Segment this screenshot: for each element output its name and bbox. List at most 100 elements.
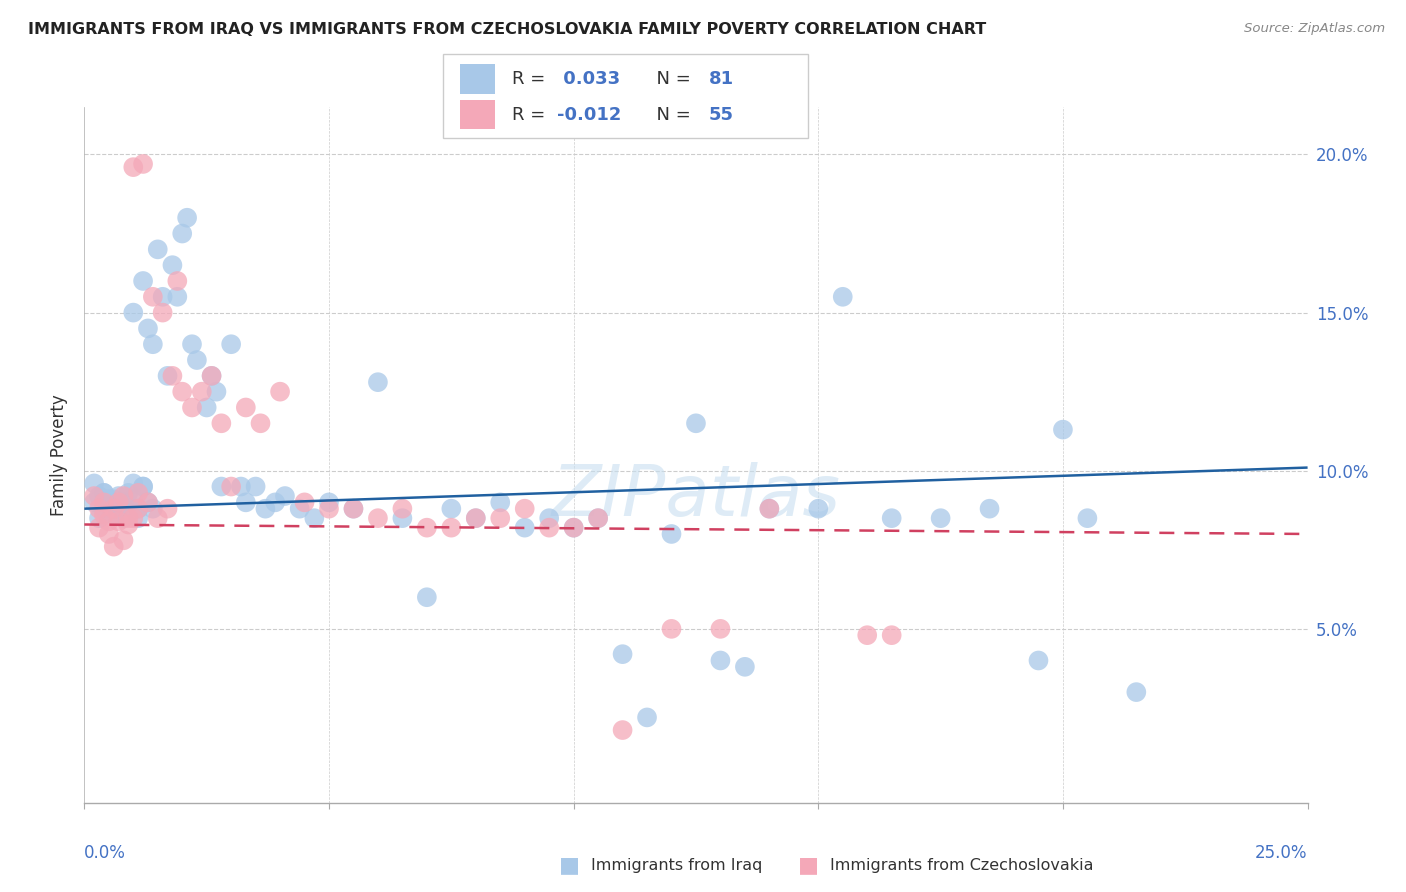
Point [136,495,159,509]
Point [685,417,707,431]
Point [172,227,194,241]
Point [117,505,139,519]
Point [1052,423,1074,437]
Point [661,622,683,636]
Point [367,511,389,525]
Point [136,321,159,335]
Point [103,540,125,554]
Point [97,505,120,519]
Point [132,157,155,171]
Point [93,486,115,500]
Point [636,710,658,724]
Point [758,501,780,516]
Point [979,501,1001,516]
Point [464,511,486,525]
Point [562,521,585,535]
Point [709,653,731,667]
Text: N =: N = [645,105,697,124]
Point [162,258,184,272]
Point [489,495,512,509]
Point [146,243,169,257]
Point [107,514,129,528]
Point [416,591,439,605]
Text: 81: 81 [709,70,734,88]
Point [856,628,879,642]
Point [127,486,149,500]
Point [117,511,139,525]
Point [107,495,129,509]
Point [112,511,135,525]
Point [612,647,634,661]
Point [97,514,120,528]
Point [440,521,463,535]
Point [127,511,149,525]
Point [117,517,139,532]
Point [391,501,413,516]
Text: -0.012: -0.012 [557,105,621,124]
Point [200,368,222,383]
Text: 0.033: 0.033 [557,70,620,88]
Point [209,417,232,431]
Point [209,479,232,493]
Point [172,384,194,399]
Point [205,384,228,399]
Point [166,290,188,304]
Point [122,160,145,174]
Point [274,489,297,503]
Point [186,353,208,368]
Point [117,486,139,500]
Point [97,527,120,541]
Point [1125,685,1147,699]
Point [132,479,155,493]
Point [176,211,198,225]
Point [103,492,125,507]
Point [229,479,252,493]
Point [294,495,316,509]
Point [249,417,271,431]
Point [304,511,326,525]
Point [562,521,585,535]
Point [235,401,257,415]
Point [97,492,120,507]
Point [235,495,257,509]
Point [107,501,129,516]
Point [112,495,135,509]
Y-axis label: Family Poverty: Family Poverty [51,394,69,516]
Point [132,274,155,288]
Point [181,401,204,415]
Point [166,274,188,288]
Point [513,521,536,535]
Point [112,501,135,516]
Text: Immigrants from Czechoslovakia: Immigrants from Czechoslovakia [830,858,1092,872]
Point [107,489,129,503]
Point [416,521,439,535]
Point [152,305,174,319]
Point [191,384,214,399]
Point [103,508,125,522]
Text: 55: 55 [709,105,734,124]
Point [181,337,204,351]
Point [83,476,105,491]
Point [880,511,903,525]
Point [142,337,165,351]
Text: R =: R = [512,70,551,88]
Text: IMMIGRANTS FROM IRAQ VS IMMIGRANTS FROM CZECHOSLOVAKIA FAMILY POVERTY CORRELATIO: IMMIGRANTS FROM IRAQ VS IMMIGRANTS FROM … [28,22,987,37]
Point [661,527,683,541]
Point [219,337,242,351]
Point [93,495,115,509]
Point [489,511,512,525]
Text: ■: ■ [560,855,579,875]
Point [103,495,125,509]
Point [142,501,165,516]
Point [288,501,311,516]
Point [342,501,364,516]
Point [264,495,287,509]
Point [538,521,561,535]
Point [136,495,159,509]
Point [87,521,110,535]
Text: 25.0%: 25.0% [1256,844,1308,862]
Point [142,290,165,304]
Text: N =: N = [645,70,697,88]
Point [195,401,218,415]
Point [112,533,135,548]
